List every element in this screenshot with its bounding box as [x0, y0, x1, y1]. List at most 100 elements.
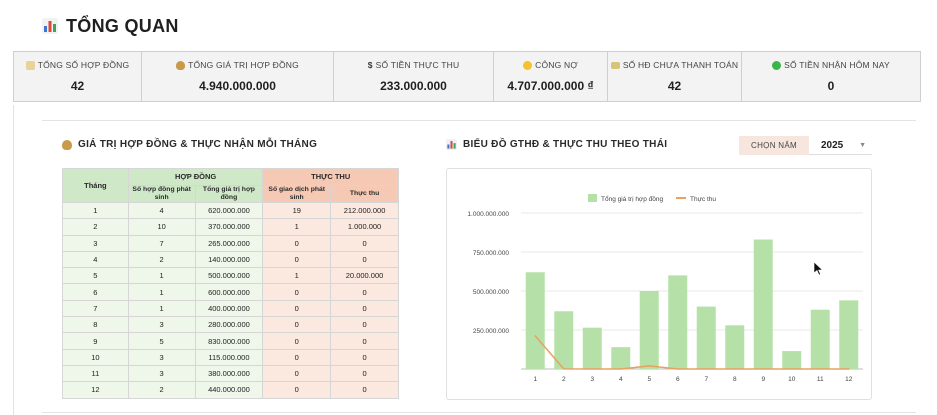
table-cell: 4 [127, 201, 196, 220]
kpi-label: TỔNG SỐ HỢP ĐỒNG [37, 60, 130, 70]
x-tick-label: 6 [676, 376, 680, 383]
x-tick-label: 7 [704, 376, 708, 383]
table-cell: 0 [330, 381, 399, 399]
col-transactions-count: Số giao dịch phát sinh [262, 184, 332, 204]
table-cell: 1 [127, 283, 196, 301]
kpi-received-today: SỐ TIỀN NHẬN HÔM NAY 0 [742, 52, 920, 101]
bar-month-9 [753, 239, 773, 369]
kpi-debt: CÔNG NỢ 4.707.000.000 ₫ [494, 52, 608, 101]
kpi-label: TỔNG GIÁ TRỊ HỢP ĐỒNG [188, 60, 299, 70]
bar-month-3 [582, 327, 602, 369]
table-cell: 1 [127, 267, 196, 285]
col-group-contracts: HỢP ĐỒNG [127, 168, 264, 186]
table-row: 7 1 400.000.000 0 0 [62, 299, 399, 318]
table-row: 2 10 370.000.000 1 1.000.000 [62, 218, 399, 236]
table-cell: 1 [262, 267, 332, 285]
bar-month-2 [554, 311, 574, 369]
y-tick-label: 500.000.000 [473, 289, 510, 296]
table-cell: 115.000.000 [194, 348, 264, 366]
kpi-row: TỔNG SỐ HỢP ĐỒNG 42 TỔNG GIÁ TRỊ HỢP ĐỒN… [13, 51, 921, 102]
table-cell: 0 [262, 348, 332, 366]
table-cell: 600.000.000 [194, 283, 264, 301]
table-cell: 3 [62, 234, 129, 252]
green-circle-icon [772, 60, 782, 70]
table-row: 10 3 115.000.000 0 0 [62, 348, 399, 366]
table-cell: 7 [127, 234, 196, 252]
kpi-actual-revenue: $ SỐ TIỀN THỰC THU 233.000.000 [334, 52, 494, 101]
dollar-icon: $ [367, 60, 373, 70]
table-cell: 0 [330, 283, 399, 301]
table-cell: 1 [127, 299, 196, 318]
col-contracts-count: Số hợp đồng phát sinh [127, 184, 196, 204]
revenue-point [819, 368, 822, 370]
kpi-unpaid-contracts: SỐ HĐ CHƯA THANH TOÁN 42 [608, 52, 742, 101]
year-dropdown[interactable]: 2025 ▼ [809, 136, 872, 155]
table-cell: 9 [62, 332, 129, 350]
coin-icon [523, 60, 533, 70]
table-cell: 0 [262, 364, 332, 383]
table-cell: 20.000.000 [330, 267, 399, 285]
table-cell: 0 [262, 316, 332, 334]
table-row: 11 3 380.000.000 0 0 [62, 364, 399, 383]
table-row: 5 1 500.000.000 1 20.000.000 [62, 267, 399, 285]
x-tick-label: 12 [845, 376, 853, 383]
col-revenue: Thực thu [330, 184, 399, 204]
table-cell: 3 [127, 348, 196, 366]
chevron-down-icon: ▼ [859, 141, 866, 149]
x-tick-label: 4 [619, 376, 623, 383]
table-cell: 265.000.000 [194, 234, 264, 252]
divider [13, 105, 14, 415]
x-tick-label: 1 [533, 376, 537, 383]
table-cell: 0 [330, 364, 399, 383]
chart-container: 1.000.000.000 750.000.000 500.000.000 250.0… [446, 168, 872, 400]
bar-month-8 [725, 325, 745, 369]
page-title: TỔNG QUAN [42, 14, 179, 38]
table-cell: 0 [330, 234, 399, 252]
kpi-total-contract-value: TỔNG GIÁ TRỊ HỢP ĐỒNG 4.940.000.000 [142, 52, 334, 101]
kpi-value: 233.000.000 [380, 79, 447, 93]
table-cell: 0 [330, 299, 399, 318]
money-bag-icon [176, 60, 186, 70]
table-row: 3 7 265.000.000 0 0 [62, 234, 399, 252]
x-tick-label: 11 [817, 376, 824, 383]
legend-swatch-bars [588, 194, 597, 202]
bar-month-12 [839, 300, 859, 369]
table-cell: 4 [62, 250, 129, 269]
year-selector[interactable]: CHỌN NĂM 2025 ▼ [739, 136, 872, 155]
table-cell: 5 [127, 332, 196, 350]
bar-month-6 [668, 275, 688, 369]
table-cell: 370.000.000 [194, 218, 264, 236]
revenue-point [619, 368, 622, 370]
table-row: 12 2 440.000.000 0 0 [62, 381, 399, 399]
revenue-point [676, 368, 679, 370]
table-cell: 0 [330, 250, 399, 269]
table-cell: 140.000.000 [194, 250, 264, 269]
table-row: 6 1 600.000.000 0 0 [62, 283, 399, 301]
table-cell: 6 [62, 283, 129, 301]
revenue-point [705, 368, 708, 370]
bar-month-1 [525, 272, 545, 369]
revenue-point [733, 368, 736, 370]
kpi-value: 0 [827, 79, 835, 93]
table-cell: 3 [127, 316, 196, 334]
revenue-point [762, 368, 765, 370]
kpi-value: 42 [667, 79, 682, 93]
kpi-value: 4.707.000.000 ₫ [507, 79, 594, 93]
table-cell: 1 [62, 201, 129, 220]
bar-chart-icon [42, 18, 58, 34]
table-cell: 10 [62, 348, 129, 366]
table-cell: 0 [330, 348, 399, 366]
money-bag-icon [62, 139, 72, 150]
table-cell: 3 [127, 364, 196, 383]
table-cell: 400.000.000 [194, 299, 264, 318]
kpi-label: SỐ HĐ CHƯA THANH TOÁN [622, 60, 739, 70]
revenue-point [562, 368, 565, 370]
table-cell: 212.000.000 [330, 201, 399, 220]
table-cell: 0 [262, 234, 332, 252]
kpi-label: SỐ TIỀN THỰC THU [375, 60, 460, 70]
x-tick-label: 3 [590, 376, 594, 383]
y-tick-label: 1.000.000.000 [467, 211, 509, 218]
chart-section-title: BIỂU ĐỒ GTHĐ & THỰC THU THEO THÁI [446, 139, 667, 150]
col-group-revenue: THỰC THU [262, 168, 399, 186]
table-row: 8 3 280.000.000 0 0 [62, 316, 399, 334]
